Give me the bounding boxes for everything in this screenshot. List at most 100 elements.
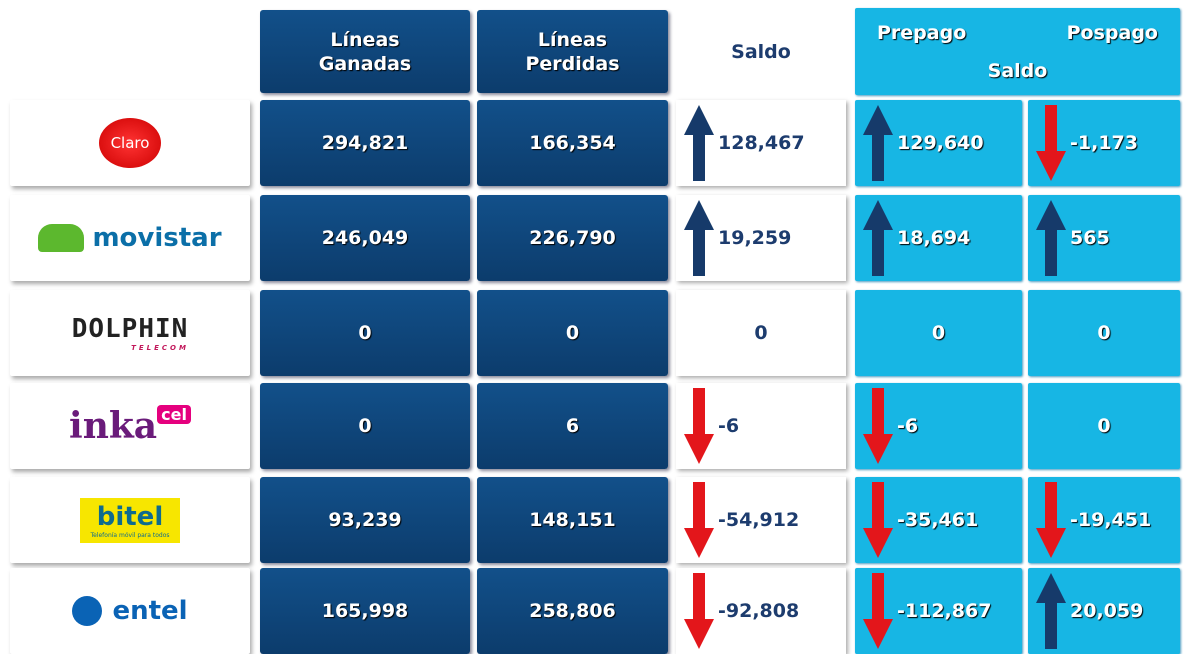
- cell-ganadas: 0: [260, 290, 470, 376]
- header-text: Saldo: [731, 40, 791, 63]
- cell-prepago: -35,461: [855, 477, 1022, 563]
- value: 148,151: [529, 509, 616, 531]
- cell-prepago: 18,694: [855, 195, 1022, 281]
- value: 93,239: [328, 509, 402, 531]
- arrow-up: [1036, 200, 1066, 276]
- entel: entel: [72, 596, 188, 626]
- cell-saldo: -6: [676, 383, 846, 469]
- arrow-down: [863, 573, 893, 649]
- value: 128,467: [718, 132, 805, 154]
- arrow-shape: [684, 200, 714, 276]
- cell-pospago: 20,059: [1028, 568, 1180, 654]
- cell-perdidas: 166,354: [477, 100, 668, 186]
- arrow-shape: [684, 105, 714, 181]
- cell-ganadas: 93,239: [260, 477, 470, 563]
- logo-3: inka cel: [10, 383, 250, 469]
- arrow-down: [684, 573, 714, 649]
- bitel-box: bitel Telefonía móvil para todos: [80, 497, 180, 543]
- arrow-shape: [863, 573, 893, 649]
- value: -6: [897, 415, 919, 437]
- arrow-shape: [863, 482, 893, 558]
- cell-perdidas: 148,151: [477, 477, 668, 563]
- value: -112,867: [897, 600, 992, 622]
- value: 20,059: [1070, 600, 1144, 622]
- header-ganadas: Líneas Ganadas: [260, 10, 470, 93]
- logo-text: movistar: [92, 223, 222, 253]
- cell-saldo: 128,467: [676, 100, 846, 186]
- logo-text: inka: [69, 405, 158, 447]
- cell-ganadas: 165,998: [260, 568, 470, 654]
- value: 0: [754, 322, 768, 344]
- arrow-shape: [1036, 573, 1066, 649]
- value: -35,461: [897, 509, 979, 531]
- cell-perdidas: 226,790: [477, 195, 668, 281]
- value: 0: [1097, 415, 1111, 437]
- cell-prepago: 129,640: [855, 100, 1022, 186]
- arrow-up: [863, 200, 893, 276]
- value: -19,451: [1070, 509, 1152, 531]
- arrow-down: [1036, 482, 1066, 558]
- arrow-up: [863, 105, 893, 181]
- claro-circle: Claro: [99, 118, 161, 168]
- arrow-down: [863, 482, 893, 558]
- arrow-shape: [684, 482, 714, 558]
- arrow-down: [684, 482, 714, 558]
- cell-prepago: 0: [855, 290, 1022, 376]
- value: 258,806: [529, 600, 616, 622]
- value: 0: [1097, 322, 1111, 344]
- cell-pospago: 565: [1028, 195, 1180, 281]
- logo-5: entel: [10, 568, 250, 654]
- logo-sub: cel: [157, 405, 191, 424]
- m-icon: [38, 224, 85, 252]
- cell-pospago: -1,173: [1028, 100, 1180, 186]
- value: 0: [931, 322, 946, 344]
- logo-text: bitel: [96, 501, 164, 532]
- cell-perdidas: 258,806: [477, 568, 668, 654]
- value: 294,821: [321, 132, 409, 154]
- header-text: Líneas Ganadas: [318, 28, 412, 75]
- arrow-down: [863, 388, 893, 464]
- inka: inka cel: [69, 405, 191, 447]
- arrow-shape: [863, 388, 893, 464]
- cell-perdidas: 6: [477, 383, 668, 469]
- header-group: Prepago Pospago Saldo: [855, 8, 1180, 95]
- header-perdidas: Líneas Perdidas: [477, 10, 668, 93]
- cell-pospago: -19,451: [1028, 477, 1180, 563]
- arrow-down: [1036, 105, 1066, 181]
- cell-prepago: -6: [855, 383, 1022, 469]
- value: 129,640: [897, 132, 984, 154]
- value: 0: [565, 322, 580, 344]
- header-saldo: Saldo: [676, 10, 846, 93]
- logo-1: movistar: [10, 195, 250, 281]
- arrow-shape: [863, 200, 893, 276]
- cell-perdidas: 0: [477, 290, 668, 376]
- arrow-shape: [863, 105, 893, 181]
- value: 166,354: [529, 132, 616, 154]
- value: 565: [1070, 227, 1110, 249]
- cell-saldo: -92,808: [676, 568, 846, 654]
- value: -54,912: [718, 509, 800, 531]
- cell-pospago: 0: [1028, 383, 1180, 469]
- value: 18,694: [897, 227, 971, 249]
- cell-ganadas: 294,821: [260, 100, 470, 186]
- cell-prepago: -112,867: [855, 568, 1022, 654]
- arrow-up: [684, 200, 714, 276]
- logo-0: Claro: [10, 100, 250, 186]
- value: 6: [565, 415, 580, 437]
- arrow-up: [1036, 573, 1066, 649]
- value: 0: [358, 322, 372, 344]
- cell-saldo: 19,259: [676, 195, 846, 281]
- logo-text: entel: [112, 596, 188, 626]
- value: 19,259: [718, 227, 792, 249]
- cell-saldo: -54,912: [676, 477, 846, 563]
- logo-4: bitel Telefonía móvil para todos: [10, 477, 250, 563]
- value: 165,998: [321, 600, 409, 622]
- logo-2: DOLPHIN TELECOM: [10, 290, 250, 376]
- logo-sub: TELECOM: [131, 344, 189, 352]
- header-text: Pospago: [1066, 22, 1158, 44]
- header-text: Líneas Perdidas: [525, 28, 620, 75]
- cell-saldo: 0: [676, 290, 846, 376]
- header-text: Saldo: [987, 60, 1048, 82]
- arrow-shape: [684, 388, 714, 464]
- arrow-shape: [1036, 200, 1066, 276]
